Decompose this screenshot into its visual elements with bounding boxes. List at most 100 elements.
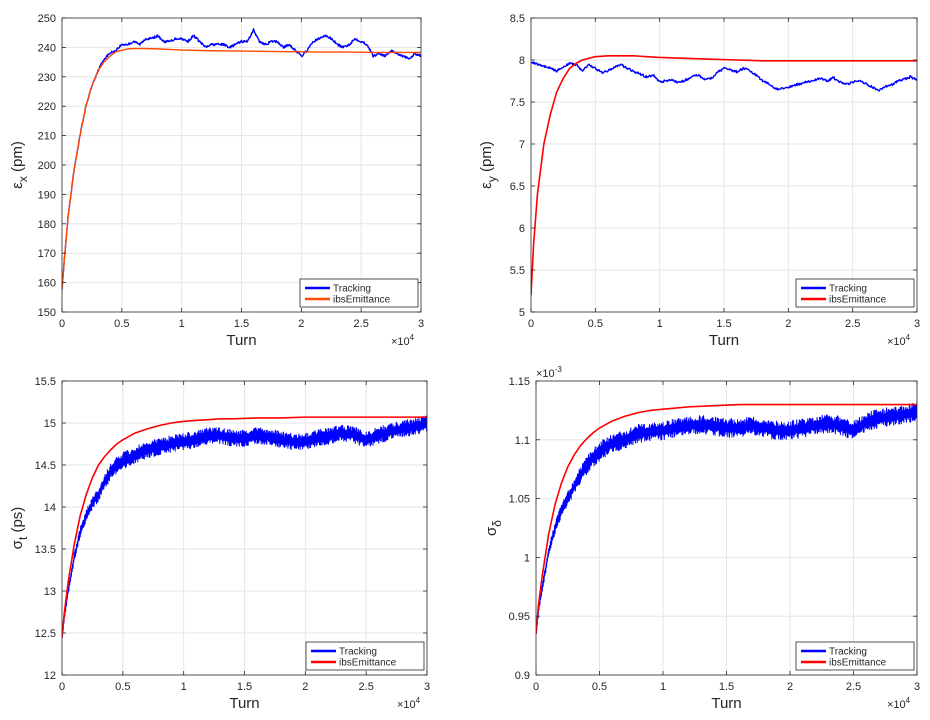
y-axis-label-unit: (pm)	[9, 141, 26, 176]
y-tick-label: 8	[519, 55, 525, 67]
x-tick-label: 2	[787, 681, 793, 693]
x-exponent-label: ×104	[887, 696, 911, 711]
chart-ey: 0 0.5 1 1.5 2 2.5 3 5 5.5 6 6.5 7 7.5 8 8.5 ×104 Turn εy …	[478, 13, 920, 349]
y-tick-label: 220	[38, 101, 56, 113]
y-axis-label-unit: (pm)	[478, 141, 495, 176]
series-line-ibsemittance	[62, 416, 427, 638]
x-tick-label: 3	[914, 681, 920, 693]
y-tick-label: 240	[38, 42, 56, 54]
x-tick-label: 2.5	[354, 318, 369, 330]
series-line-tracking	[536, 402, 917, 634]
x-tick-label: 2.5	[846, 681, 861, 693]
series-line-tracking	[531, 61, 917, 92]
x-tick-label: 3	[424, 681, 430, 693]
y-tick-label: 160	[38, 278, 56, 290]
y-tick-label: 190	[38, 189, 56, 201]
y-exponent-base: ×10	[536, 368, 555, 380]
x-tick-label: 3	[418, 318, 424, 330]
legend-box	[305, 641, 425, 671]
x-tick-label: 0	[528, 318, 534, 330]
x-tick-label: 2	[298, 318, 304, 330]
x-axis-label: Turn	[709, 332, 739, 349]
y-axis-label-symbol: σ	[483, 526, 500, 536]
x-exponent-label: ×104	[391, 333, 415, 348]
y-axis-label-subscript: y	[485, 176, 499, 182]
y-axis-label: εy (pm)	[478, 141, 499, 189]
x-tick-label: 1	[181, 681, 187, 693]
y-tick-label: 1.15	[509, 376, 530, 388]
legend-box	[299, 278, 419, 308]
x-tick-label: 1.5	[237, 681, 252, 693]
legend-entry-label: ibsEmittance	[339, 658, 397, 669]
x-tick-label: 1	[179, 318, 185, 330]
y-axis-label-unit: (ps)	[9, 507, 26, 537]
x-exponent-base: ×10	[887, 699, 906, 711]
x-tick-label: 0	[533, 681, 539, 693]
x-tick-label: 1	[657, 318, 663, 330]
y-tick-label: 230	[38, 72, 56, 84]
x-axis-label: Turn	[229, 695, 259, 712]
y-tick-label: 5.5	[510, 265, 525, 277]
y-axis-label-symbol: σ	[9, 539, 26, 549]
y-exponent-power: -3	[555, 365, 563, 374]
legend-entry-label: Tracking	[829, 284, 867, 295]
y-tick-label: 1	[524, 552, 530, 564]
legend-box	[795, 641, 915, 671]
chart-ex: 0 0.5 1 1.5 2 2.5 3 150 160 170 180 190 200 210 220 230…	[9, 13, 424, 349]
y-tick-label: 15	[44, 418, 56, 430]
y-exponent-label: ×10-3	[536, 365, 562, 380]
y-tick-label: 8.5	[510, 13, 525, 25]
y-axis-label: σδ	[483, 520, 504, 536]
x-tick-label: 2	[785, 318, 791, 330]
x-tick-label: 0.5	[115, 681, 130, 693]
y-axis-label: εx (pm)	[9, 141, 30, 189]
x-exponent-power: 4	[906, 696, 911, 705]
series-line-ibsemittance	[531, 54, 917, 296]
x-tick-label: 0	[59, 681, 65, 693]
y-tick-label: 6	[519, 223, 525, 235]
x-exponent-label: ×104	[397, 696, 421, 711]
y-axis-label-symbol: ε	[478, 182, 495, 189]
y-tick-label: 1.05	[509, 494, 530, 506]
x-tick-label: 1	[660, 681, 666, 693]
y-axis-label-subscript: δ	[490, 520, 504, 527]
y-tick-label: 15.5	[35, 376, 56, 388]
y-tick-label: 7	[519, 139, 525, 151]
y-tick-label: 170	[38, 248, 56, 260]
chart-sd: 0 0.5 1 1.5 2 2.5 30.90.9511.051.11.15×104×10-…	[483, 365, 920, 712]
x-tick-label: 0	[59, 318, 65, 330]
x-tick-label: 0.5	[114, 318, 129, 330]
x-tick-label: 3	[914, 318, 920, 330]
legend-entry-label: ibsEmittance	[829, 658, 887, 669]
y-tick-label: 0.95	[509, 611, 530, 623]
legend-entry-label: ibsEmittance	[829, 295, 887, 306]
chart-st: 0 0.5 1 1.5 2 2.5 3 12 12.5 13 13.5 14 14.5 15 15.5 ×10…	[9, 376, 430, 712]
x-exponent-power: 4	[416, 696, 421, 705]
y-tick-label: 14	[44, 502, 56, 514]
y-axis-label-subscript: t	[16, 536, 30, 540]
y-tick-label: 150	[38, 307, 56, 319]
y-tick-label: 7.5	[510, 97, 525, 109]
x-exponent-base: ×10	[887, 336, 906, 348]
legend-entry-label: Tracking	[333, 284, 371, 295]
y-tick-label: 13	[44, 586, 56, 598]
y-tick-label: 12	[44, 670, 56, 682]
x-tick-label: 2.5	[845, 318, 860, 330]
x-tick-label: 2	[302, 681, 308, 693]
series-line-ibsemittance	[536, 403, 917, 634]
x-exponent-base: ×10	[397, 699, 416, 711]
x-tick-label: 1.5	[716, 318, 731, 330]
y-tick-label: 200	[38, 160, 56, 172]
y-tick-label: 6.5	[510, 181, 525, 193]
y-tick-label: 13.5	[35, 544, 56, 556]
y-tick-label: 250	[38, 13, 56, 25]
y-axis-label-symbol: ε	[9, 182, 26, 189]
legend-entry-label: ibsEmittance	[333, 295, 391, 306]
series-line-tracking	[62, 28, 421, 290]
y-tick-label: 180	[38, 219, 56, 231]
series-line-tracking	[62, 415, 427, 638]
